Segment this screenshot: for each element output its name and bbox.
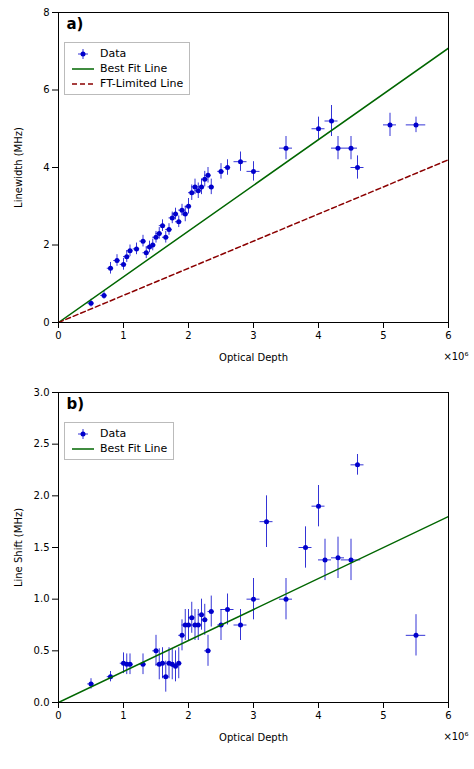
svg-text:2: 2 xyxy=(43,239,49,250)
svg-text:×10⁶: ×10⁶ xyxy=(443,731,468,742)
svg-text:4: 4 xyxy=(315,330,321,341)
svg-text:1.5: 1.5 xyxy=(34,542,50,553)
html-text:FT-Limited Line: FT-Limited Line xyxy=(100,77,184,90)
svg-text:0: 0 xyxy=(55,710,61,721)
svg-text:3: 3 xyxy=(250,330,256,341)
svg-text:8: 8 xyxy=(43,7,49,18)
svg-text:6: 6 xyxy=(43,84,49,95)
svg-text:Linewidth (MHz): Linewidth (MHz) xyxy=(13,127,24,208)
svg-text:a): a) xyxy=(67,15,84,33)
svg-text:1.0: 1.0 xyxy=(34,593,50,604)
svg-text:0.0: 0.0 xyxy=(34,697,50,708)
svg-text:Optical Depth: Optical Depth xyxy=(219,352,288,363)
svg-text:2: 2 xyxy=(185,710,191,721)
svg-text:0.5: 0.5 xyxy=(34,645,50,656)
svg-text:3.0: 3.0 xyxy=(34,387,50,398)
svg-text:6: 6 xyxy=(445,330,451,341)
html-text:Best Fit Line: Best Fit Line xyxy=(100,62,168,75)
svg-text:1: 1 xyxy=(120,710,126,721)
svg-text:Line Shift (MHz): Line Shift (MHz) xyxy=(13,508,24,587)
svg-text:6: 6 xyxy=(445,710,451,721)
html-text:Data: Data xyxy=(100,47,127,60)
svg-text:Optical Depth: Optical Depth xyxy=(219,732,288,743)
svg-text:5: 5 xyxy=(380,710,386,721)
svg-text:0: 0 xyxy=(43,317,49,328)
svg-text:2: 2 xyxy=(185,330,191,341)
svg-text:2.5: 2.5 xyxy=(34,438,50,449)
svg-text:1: 1 xyxy=(120,330,126,341)
html-text:Best Fit Line: Best Fit Line xyxy=(100,442,168,455)
svg-text:0: 0 xyxy=(55,330,61,341)
html-text:Data: Data xyxy=(100,427,127,440)
svg-text:b): b) xyxy=(67,395,85,413)
svg-text:2.0: 2.0 xyxy=(34,490,50,501)
svg-text:5: 5 xyxy=(380,330,386,341)
svg-text:4: 4 xyxy=(315,710,321,721)
svg-text:3: 3 xyxy=(250,710,256,721)
svg-text:4: 4 xyxy=(43,162,49,173)
svg-text:×10⁶: ×10⁶ xyxy=(443,351,468,362)
